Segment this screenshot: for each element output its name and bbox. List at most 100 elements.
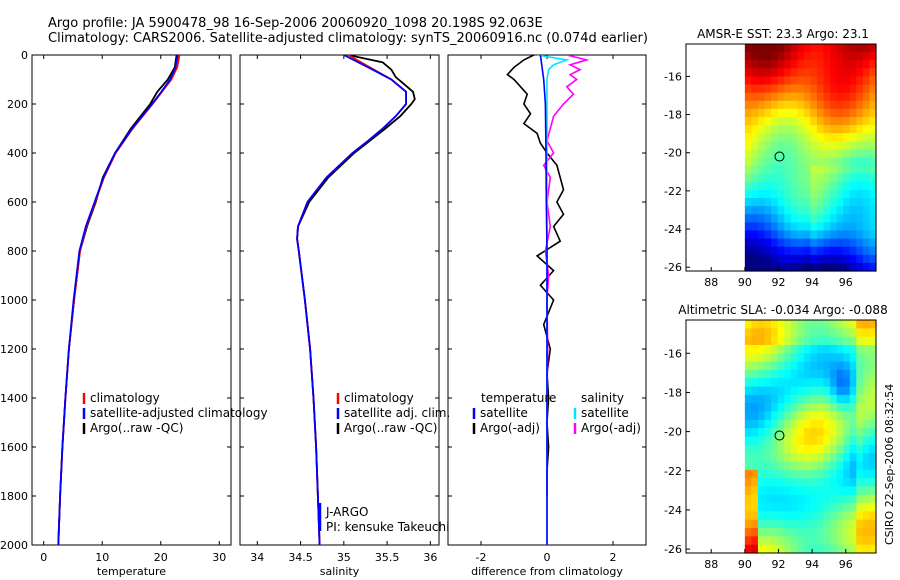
- heatmap-cell: [790, 68, 798, 78]
- heatmap-cell: [823, 461, 831, 471]
- heatmap-cell: [830, 60, 838, 69]
- heatmap-cell: [849, 222, 857, 232]
- heatmap-cell: [797, 262, 805, 272]
- heatmap-cell: [830, 116, 838, 126]
- heatmap-cell: [771, 254, 779, 264]
- heatmap-cell: [856, 189, 864, 199]
- heatmap-cell: [790, 149, 798, 159]
- heatmap-cell: [777, 173, 785, 183]
- heatmap-cell: [849, 353, 857, 363]
- heatmap-cells: [744, 44, 877, 272]
- heatmap-cell: [816, 369, 825, 379]
- heatmap-cell: [869, 419, 877, 429]
- heatmap-cell: [744, 453, 753, 463]
- heatmap-cell: [790, 262, 798, 272]
- heatmap-cell: [816, 52, 825, 61]
- heatmap-cell: [764, 336, 772, 346]
- heatmap-cell: [797, 116, 805, 126]
- heatmap-cell: [751, 68, 759, 78]
- heatmap-cell: [790, 214, 798, 223]
- heatmap-cell: [823, 165, 831, 175]
- heatmap-cell: [777, 254, 785, 264]
- heatmap-cell: [843, 44, 851, 53]
- heatmap-cell: [836, 444, 844, 454]
- heatmap-cell: [797, 181, 805, 191]
- heatmap-cell: [856, 436, 864, 446]
- heatmap-cell: [757, 68, 766, 78]
- heatmap-cell: [823, 206, 831, 215]
- heatmap-cell: [797, 503, 805, 512]
- heatmap-cell: [764, 536, 772, 546]
- heatmap-cell: [790, 336, 798, 346]
- heatmap-cell: [790, 369, 798, 379]
- heatmap-cell: [751, 361, 759, 371]
- heatmap-cell: [803, 486, 812, 496]
- heatmap-cell: [757, 262, 766, 272]
- heatmap-cell: [869, 68, 877, 78]
- x-tick-label: 20: [154, 551, 168, 564]
- heatmap-cell: [843, 536, 851, 546]
- heatmap-cell: [856, 361, 864, 371]
- x-tick-label: 88: [704, 276, 718, 289]
- heatmap-cell: [816, 108, 825, 118]
- heatmap-cell: [797, 394, 805, 404]
- heatmap-cell: [803, 511, 812, 521]
- heatmap-cell: [777, 536, 785, 546]
- heatmap-cell: [856, 419, 864, 429]
- heatmap-cell: [803, 116, 812, 126]
- heatmap-cell: [777, 503, 785, 512]
- heatmap-cell: [790, 173, 798, 183]
- heatmap-cell: [810, 84, 818, 94]
- heatmap-cell: [744, 60, 753, 69]
- heatmap-cell: [744, 116, 753, 126]
- heatmap-cell: [830, 181, 838, 191]
- heatmap-cell: [830, 353, 838, 363]
- heatmap-cell: [744, 189, 753, 199]
- heatmap-cell: [764, 528, 772, 537]
- heatmap-cell: [830, 336, 838, 346]
- heatmap-cell: [869, 536, 877, 546]
- heatmap-cell: [771, 320, 779, 329]
- series-line-argo-raw-qc-: [57, 55, 178, 545]
- heatmap-cell: [771, 403, 779, 413]
- heatmap-cell: [869, 478, 877, 488]
- heatmap-cell: [843, 519, 851, 529]
- heatmap-cell: [777, 108, 785, 118]
- heatmap-cell: [816, 222, 825, 232]
- heatmap-cell: [751, 328, 759, 338]
- heatmap-cell: [797, 246, 805, 256]
- heatmap-cell: [862, 503, 871, 512]
- heatmap-cell: [816, 336, 825, 346]
- heatmap-cell: [862, 344, 871, 354]
- heatmap-cell: [836, 52, 844, 61]
- heatmap-cell: [856, 444, 864, 454]
- heatmap-cell: [836, 394, 844, 404]
- heatmap-cell: [862, 336, 871, 346]
- heatmap-cell: [830, 486, 838, 496]
- heatmap-cell: [836, 469, 844, 479]
- heatmap-cell: [836, 453, 844, 463]
- heatmap-cell: [823, 108, 831, 118]
- heatmap-cell: [777, 344, 785, 354]
- heatmap-cell: [830, 254, 838, 264]
- heatmap-cell: [849, 394, 857, 404]
- heatmap-cell: [764, 444, 772, 454]
- heatmap-cell: [771, 52, 779, 61]
- heatmap-cell: [843, 238, 851, 248]
- heatmap-cell: [823, 378, 831, 388]
- heatmap-cell: [869, 84, 877, 94]
- heatmap-cell: [777, 494, 785, 504]
- heatmap-cell: [856, 369, 864, 379]
- heatmap-cell: [784, 84, 792, 94]
- heatmap-cell: [771, 511, 779, 521]
- heatmap-cell: [790, 444, 798, 454]
- heatmap-cell: [810, 262, 818, 272]
- heatmap-cell: [797, 528, 805, 537]
- heatmap-cell: [862, 494, 871, 504]
- heatmap-cell: [810, 230, 818, 240]
- heatmap-cell: [849, 411, 857, 421]
- heatmap-cell: [836, 44, 844, 53]
- x-tick-label: 36: [423, 551, 437, 564]
- heatmap-cell: [816, 68, 825, 78]
- heatmap-cell: [849, 386, 857, 396]
